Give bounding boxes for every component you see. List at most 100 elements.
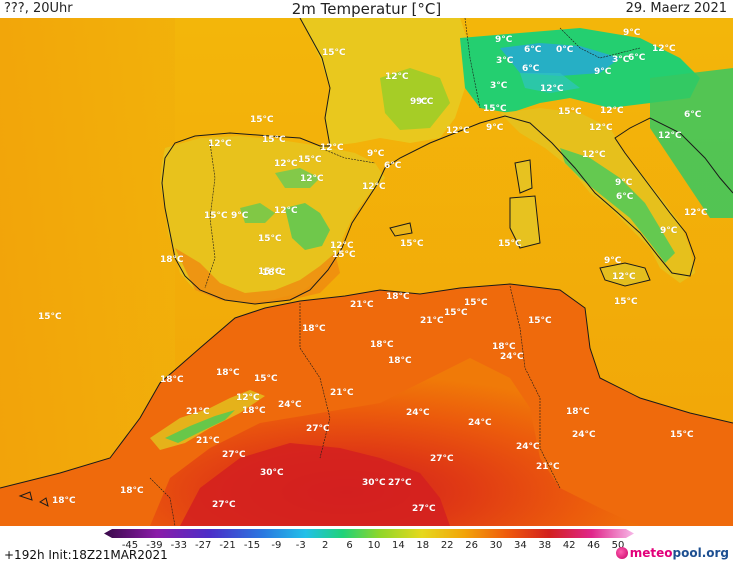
- country-borders: [149, 18, 641, 526]
- temperature-label: 21°C: [536, 462, 560, 472]
- colorbar-tick-label: -27: [195, 540, 212, 551]
- temperature-label: 15°C: [38, 312, 62, 322]
- apennines-cool: [560, 148, 675, 263]
- temperature-label: 6°C: [616, 192, 634, 202]
- temperature-label: 9°C: [367, 149, 385, 159]
- colorbar: [104, 529, 634, 538]
- temperature-label: 27°C: [222, 450, 246, 460]
- colorbar-tick-label: 34: [514, 540, 527, 551]
- temperature-label: 6°C: [384, 161, 402, 171]
- temperature-label: 15°C: [528, 316, 552, 326]
- alps-cold-valley: [520, 73, 580, 93]
- temperature-label: 12°C: [300, 174, 324, 184]
- temperature-label: 6°C: [684, 110, 702, 120]
- temperature-label: 9°C: [623, 28, 641, 38]
- spain-west-cool: [240, 203, 275, 223]
- north-africa-land: [0, 284, 733, 526]
- temperature-label: 9°C: [231, 211, 249, 221]
- footer: -45 -39 -33 -27 -21 -15 -9 -3 2 6 10 14 18 22 26 30 34 38…: [0, 526, 733, 566]
- colorbar-tick-label: -39: [146, 540, 163, 551]
- temperature-label: 12°C: [274, 206, 298, 216]
- temperature-label: 27°C: [388, 478, 412, 488]
- temperature-label: 15°C: [250, 115, 274, 125]
- logo-text-a: meteo: [629, 546, 673, 560]
- meteopool-logo[interactable]: meteopool.org: [615, 546, 729, 560]
- temperature-label: 27°C: [306, 424, 330, 434]
- temperature-label: 18°C: [302, 324, 326, 334]
- temperature-label: 12°C: [658, 131, 682, 141]
- temperature-label: 18°C: [216, 368, 240, 378]
- colorbar-tick-label: -45: [121, 540, 139, 551]
- map-title: 2m Temperatur [°C]: [291, 0, 442, 18]
- temperature-label: 18°C: [120, 486, 144, 496]
- temperature-label: 18°C: [566, 407, 590, 417]
- temperature-label: 21°C: [350, 300, 374, 310]
- header: ???, 20Uhr 2m Temperatur [°C] 29. Maerz …: [0, 0, 733, 18]
- temperature-label: 15°C: [483, 104, 507, 114]
- spain-central-cool: [285, 203, 330, 250]
- temperature-label: 9°C: [615, 178, 633, 188]
- atlas-green-band: [165, 410, 235, 443]
- temperature-label: 15°C: [254, 374, 278, 384]
- colorbar-tick-label: 22: [440, 540, 454, 551]
- colorbar-tick-label: 14: [392, 540, 405, 551]
- temperature-map: 15°C 15°C 12°C 12°C 9°C 15°C 15°C 12°C 9°C 6°C 12°…: [0, 18, 733, 526]
- temperature-label: 24°C: [278, 400, 302, 410]
- corsica: [515, 160, 532, 193]
- temperature-label: 24°C: [468, 418, 492, 428]
- temperature-label: 24°C: [572, 430, 596, 440]
- colorbar-tick-label: 46: [587, 540, 600, 551]
- temperature-label: 9°C: [416, 97, 434, 107]
- temperature-label: 18°C: [52, 496, 76, 506]
- temperature-label: 18°C: [492, 342, 516, 352]
- massif-central-cool: [380, 68, 450, 130]
- temperature-label: 12°C: [208, 139, 232, 149]
- temperature-label: 24°C: [516, 442, 540, 452]
- temperature-label: 18°C: [386, 292, 410, 302]
- colorbar-tick-label: 2: [322, 540, 329, 551]
- colorbar-tick-label: 6: [346, 540, 353, 551]
- temperature-label: 9°C: [486, 123, 504, 133]
- temperature-label: 3°C: [490, 81, 508, 91]
- temperature-label: 30°C: [362, 478, 386, 488]
- temperature-label: 9°C: [604, 256, 622, 266]
- temperature-label: 15°C: [670, 430, 694, 440]
- temperature-label: 12°C: [236, 393, 260, 403]
- temperature-label: 12°C: [330, 241, 354, 251]
- temperature-label: 9°C: [594, 67, 612, 77]
- temperature-label: 18°C: [262, 268, 286, 278]
- forecast-date: 29. Maerz 2021: [625, 1, 727, 16]
- colorbar-tick-label: 18: [416, 540, 430, 551]
- temperature-label: 12°C: [385, 72, 409, 82]
- temperature-label: 18°C: [370, 340, 394, 350]
- temperature-label: 15°C: [614, 297, 638, 307]
- southern-spain-warm: [175, 248, 340, 304]
- temperature-label: 9°C: [495, 35, 513, 45]
- temperature-label: 15°C: [298, 155, 322, 165]
- temperature-label: 12°C: [600, 106, 624, 116]
- colorbar-tick-label: 30: [489, 540, 503, 551]
- colorbar-tick-label: 26: [465, 540, 478, 551]
- valid-time-label: ???, 20Uhr: [4, 1, 73, 16]
- temperature-label: 21°C: [330, 388, 354, 398]
- temperature-label: 3°C: [496, 56, 514, 66]
- colorbar-tick-label: 42: [562, 540, 576, 551]
- temperature-label: 27°C: [430, 454, 454, 464]
- temperature-label: 15°C: [444, 308, 468, 318]
- temperature-label: 12°C: [362, 182, 386, 192]
- logo-text-b: pool: [672, 546, 702, 560]
- temperature-label: 15°C: [400, 239, 424, 249]
- logo-icon: [615, 547, 628, 559]
- temperature-label: 3°C: [612, 55, 630, 65]
- colorbar-tick-label: 38: [538, 540, 552, 551]
- temperature-label: 15°C: [204, 211, 228, 221]
- colorbar-tick-label: -21: [219, 540, 236, 551]
- sicily: [600, 263, 650, 286]
- temperature-label: 21°C: [186, 407, 210, 417]
- temperature-label: 12°C: [612, 272, 636, 282]
- temperature-label: 15°C: [262, 135, 286, 145]
- temperature-label: 12°C: [320, 143, 344, 153]
- temperature-label: 15°C: [498, 239, 522, 249]
- colorbar-tick-label: 10: [367, 540, 381, 551]
- temperature-label: 21°C: [420, 316, 444, 326]
